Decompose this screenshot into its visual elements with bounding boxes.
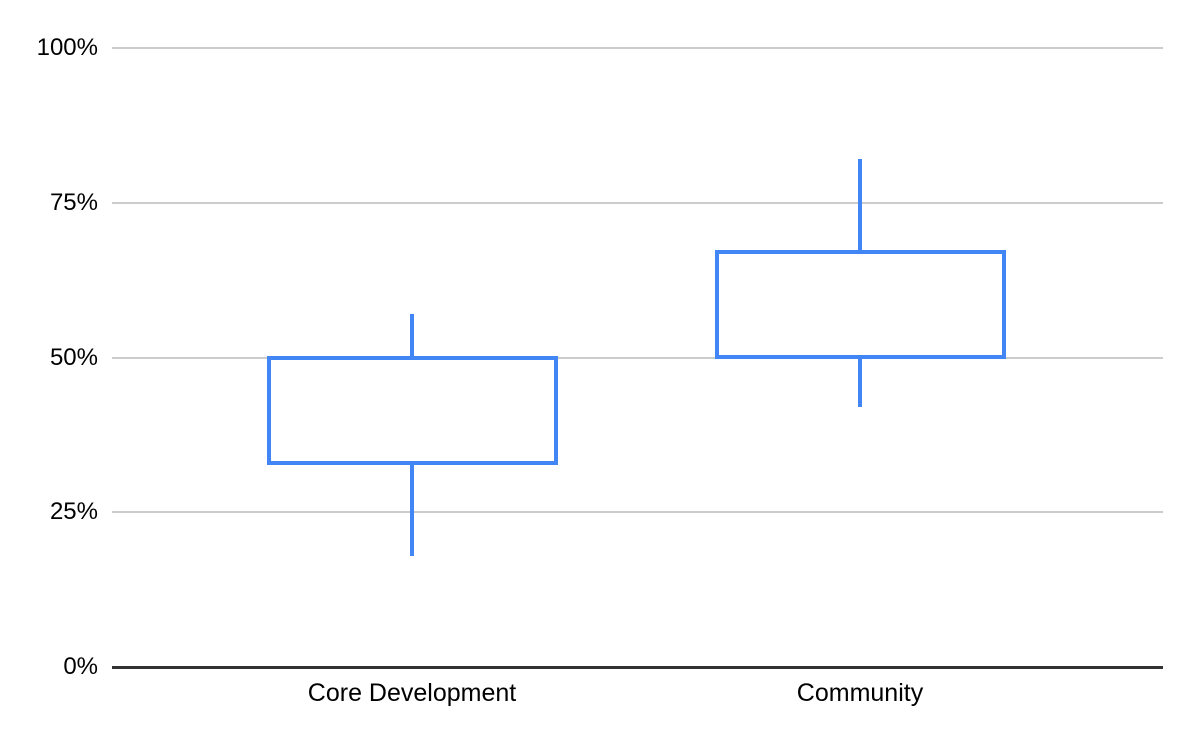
y-axis-tick-label: 25%	[49, 498, 98, 526]
y-gridline	[112, 511, 1163, 514]
y-gridline	[112, 201, 1163, 204]
x-axis-category-label: Community	[796, 679, 924, 707]
y-axis-tick-label: 50%	[49, 343, 98, 371]
candle-box	[714, 250, 1006, 360]
y-gridline	[112, 47, 1163, 49]
y-gridline	[112, 356, 1163, 359]
y-axis-tick-label: 0%	[63, 653, 98, 680]
candle-box	[266, 355, 558, 465]
x-axis-category-label: Core Development	[307, 679, 517, 707]
x-axis-line	[112, 665, 1163, 669]
y-axis-tick-label: 100%	[36, 34, 98, 61]
y-axis-tick-label: 75%	[49, 188, 98, 216]
